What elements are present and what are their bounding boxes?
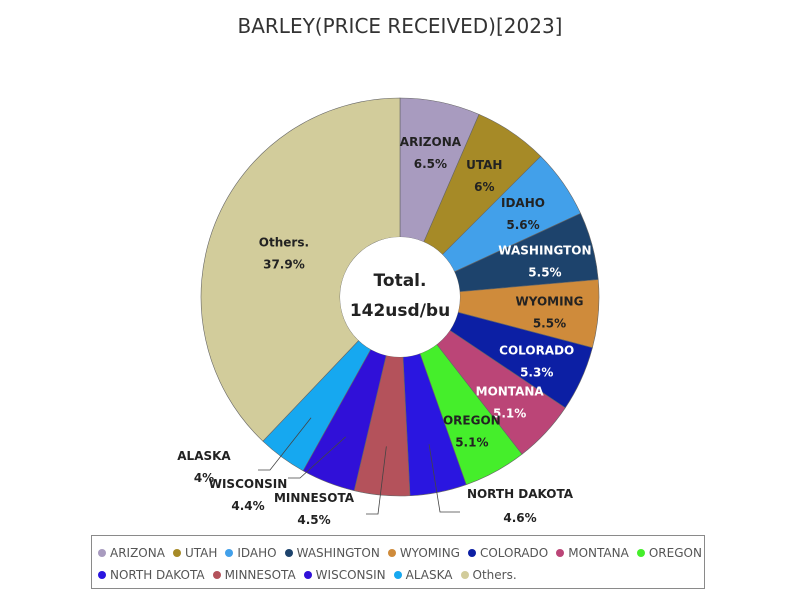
slice-value-wyoming: 5.5% bbox=[533, 317, 566, 331]
legend-label: ARIZONA bbox=[110, 546, 165, 560]
slice-label-utah: UTAH bbox=[466, 158, 502, 172]
legend-marker-icon bbox=[98, 571, 106, 579]
legend-item-alaska[interactable]: ALASKA bbox=[393, 568, 453, 582]
slice-label-oregon: OREGON bbox=[443, 414, 501, 428]
legend-marker-icon bbox=[225, 549, 234, 557]
legend-marker-icon bbox=[393, 571, 402, 579]
slice-value-colorado: 5.3% bbox=[520, 366, 553, 380]
legend-marker-icon bbox=[172, 549, 181, 557]
leader-line-minnesota bbox=[366, 446, 387, 515]
legend-label: WISCONSIN bbox=[315, 568, 386, 582]
slice-label-alaska: ALASKA bbox=[177, 449, 231, 463]
legend-label: COLORADO bbox=[479, 546, 549, 560]
slice-label-others: Others. bbox=[259, 236, 309, 250]
legend-item-oregon[interactable]: OREGON bbox=[636, 546, 702, 560]
legend-item-utah[interactable]: UTAH bbox=[172, 546, 218, 560]
slice-value-oregon: 5.1% bbox=[455, 436, 488, 450]
legend-item-minnesota[interactable]: MINNESOTA bbox=[212, 568, 296, 582]
slice-label-wisconsin: WISCONSIN bbox=[209, 477, 288, 491]
donut-hole bbox=[340, 237, 460, 357]
slice-value-minnesota: 4.5% bbox=[297, 513, 330, 527]
slice-value-utah: 6% bbox=[474, 180, 494, 194]
legend-marker-icon bbox=[460, 571, 469, 579]
legend-marker-icon bbox=[98, 549, 106, 557]
legend-label: WASHINGTON bbox=[296, 546, 380, 560]
chart-title: BARLEY(PRICE RECEIVED)[2023] bbox=[237, 14, 563, 38]
leader-line-wisconsin bbox=[288, 436, 346, 479]
legend-item-north-dakota[interactable]: NORTH DAKOTA bbox=[98, 568, 205, 582]
slice-label-minnesota: MINNESOTA bbox=[274, 491, 355, 505]
center-total-value: 142usd/bu bbox=[350, 301, 450, 321]
slice-label-washington: WASHINGTON bbox=[498, 243, 591, 257]
slice-value-north-dakota: 4.6% bbox=[503, 511, 536, 525]
legend-marker-icon bbox=[636, 549, 645, 557]
legend-item-colorado[interactable]: COLORADO bbox=[467, 546, 549, 560]
legend-row: NORTH DAKOTA MINNESOTA WISCONSIN ALASKA Othe… bbox=[98, 564, 704, 586]
slice-value-washington: 5.5% bbox=[528, 265, 561, 279]
legend-label: WYOMING bbox=[399, 546, 460, 560]
slice-value-wisconsin: 4.4% bbox=[231, 499, 264, 513]
legend-label: MONTANA bbox=[568, 546, 629, 560]
legend-label: MINNESOTA bbox=[224, 568, 296, 582]
slice-label-montana: MONTANA bbox=[476, 384, 545, 398]
legend-row: ARIZONA UTAH IDAHO WASHINGTON WYOMING COLORAD… bbox=[98, 542, 704, 564]
slice-value-others: 37.9% bbox=[263, 258, 305, 272]
leader-line-alaska bbox=[258, 417, 312, 471]
legend-marker-icon bbox=[467, 549, 476, 557]
legend-label: IDAHO bbox=[237, 546, 277, 560]
slice-label-north-dakota: NORTH DAKOTA bbox=[467, 487, 574, 501]
legend-item-wyoming[interactable]: WYOMING bbox=[387, 546, 460, 560]
legend-item-montana[interactable]: MONTANA bbox=[556, 546, 629, 560]
slice-value-montana: 5.1% bbox=[493, 406, 526, 420]
leader-line-north-dakota bbox=[428, 444, 460, 513]
legend-label: ALASKA bbox=[405, 568, 453, 582]
legend-item-others[interactable]: Others. bbox=[460, 568, 517, 582]
slice-label-arizona: ARIZONA bbox=[400, 135, 462, 149]
legend-label: NORTH DAKOTA bbox=[110, 568, 205, 582]
legend-item-wisconsin[interactable]: WISCONSIN bbox=[303, 568, 386, 582]
slice-value-idaho: 5.6% bbox=[506, 218, 539, 232]
slice-value-arizona: 6.5% bbox=[414, 157, 447, 171]
legend-marker-icon bbox=[387, 549, 396, 557]
legend-item-idaho[interactable]: IDAHO bbox=[225, 546, 277, 560]
legend-item-arizona[interactable]: ARIZONA bbox=[98, 546, 165, 560]
legend-label: UTAH bbox=[184, 546, 218, 560]
legend-marker-icon bbox=[556, 549, 565, 557]
slice-value-alaska: 4% bbox=[194, 471, 214, 485]
legend-marker-icon bbox=[284, 549, 293, 557]
slice-label-idaho: IDAHO bbox=[501, 196, 545, 210]
slice-label-wyoming: WYOMING bbox=[515, 295, 583, 309]
legend-label: OREGON bbox=[648, 546, 702, 560]
legend-item-washington[interactable]: WASHINGTON bbox=[284, 546, 380, 560]
legend-marker-icon bbox=[303, 571, 312, 579]
center-total-label: Total. bbox=[374, 271, 427, 291]
legend-marker-icon bbox=[212, 571, 221, 579]
legend-label: Others. bbox=[472, 568, 517, 582]
legend: ARIZONA UTAH IDAHO WASHINGTON WYOMING COLORAD… bbox=[91, 535, 705, 589]
slice-label-colorado: COLORADO bbox=[499, 344, 574, 358]
